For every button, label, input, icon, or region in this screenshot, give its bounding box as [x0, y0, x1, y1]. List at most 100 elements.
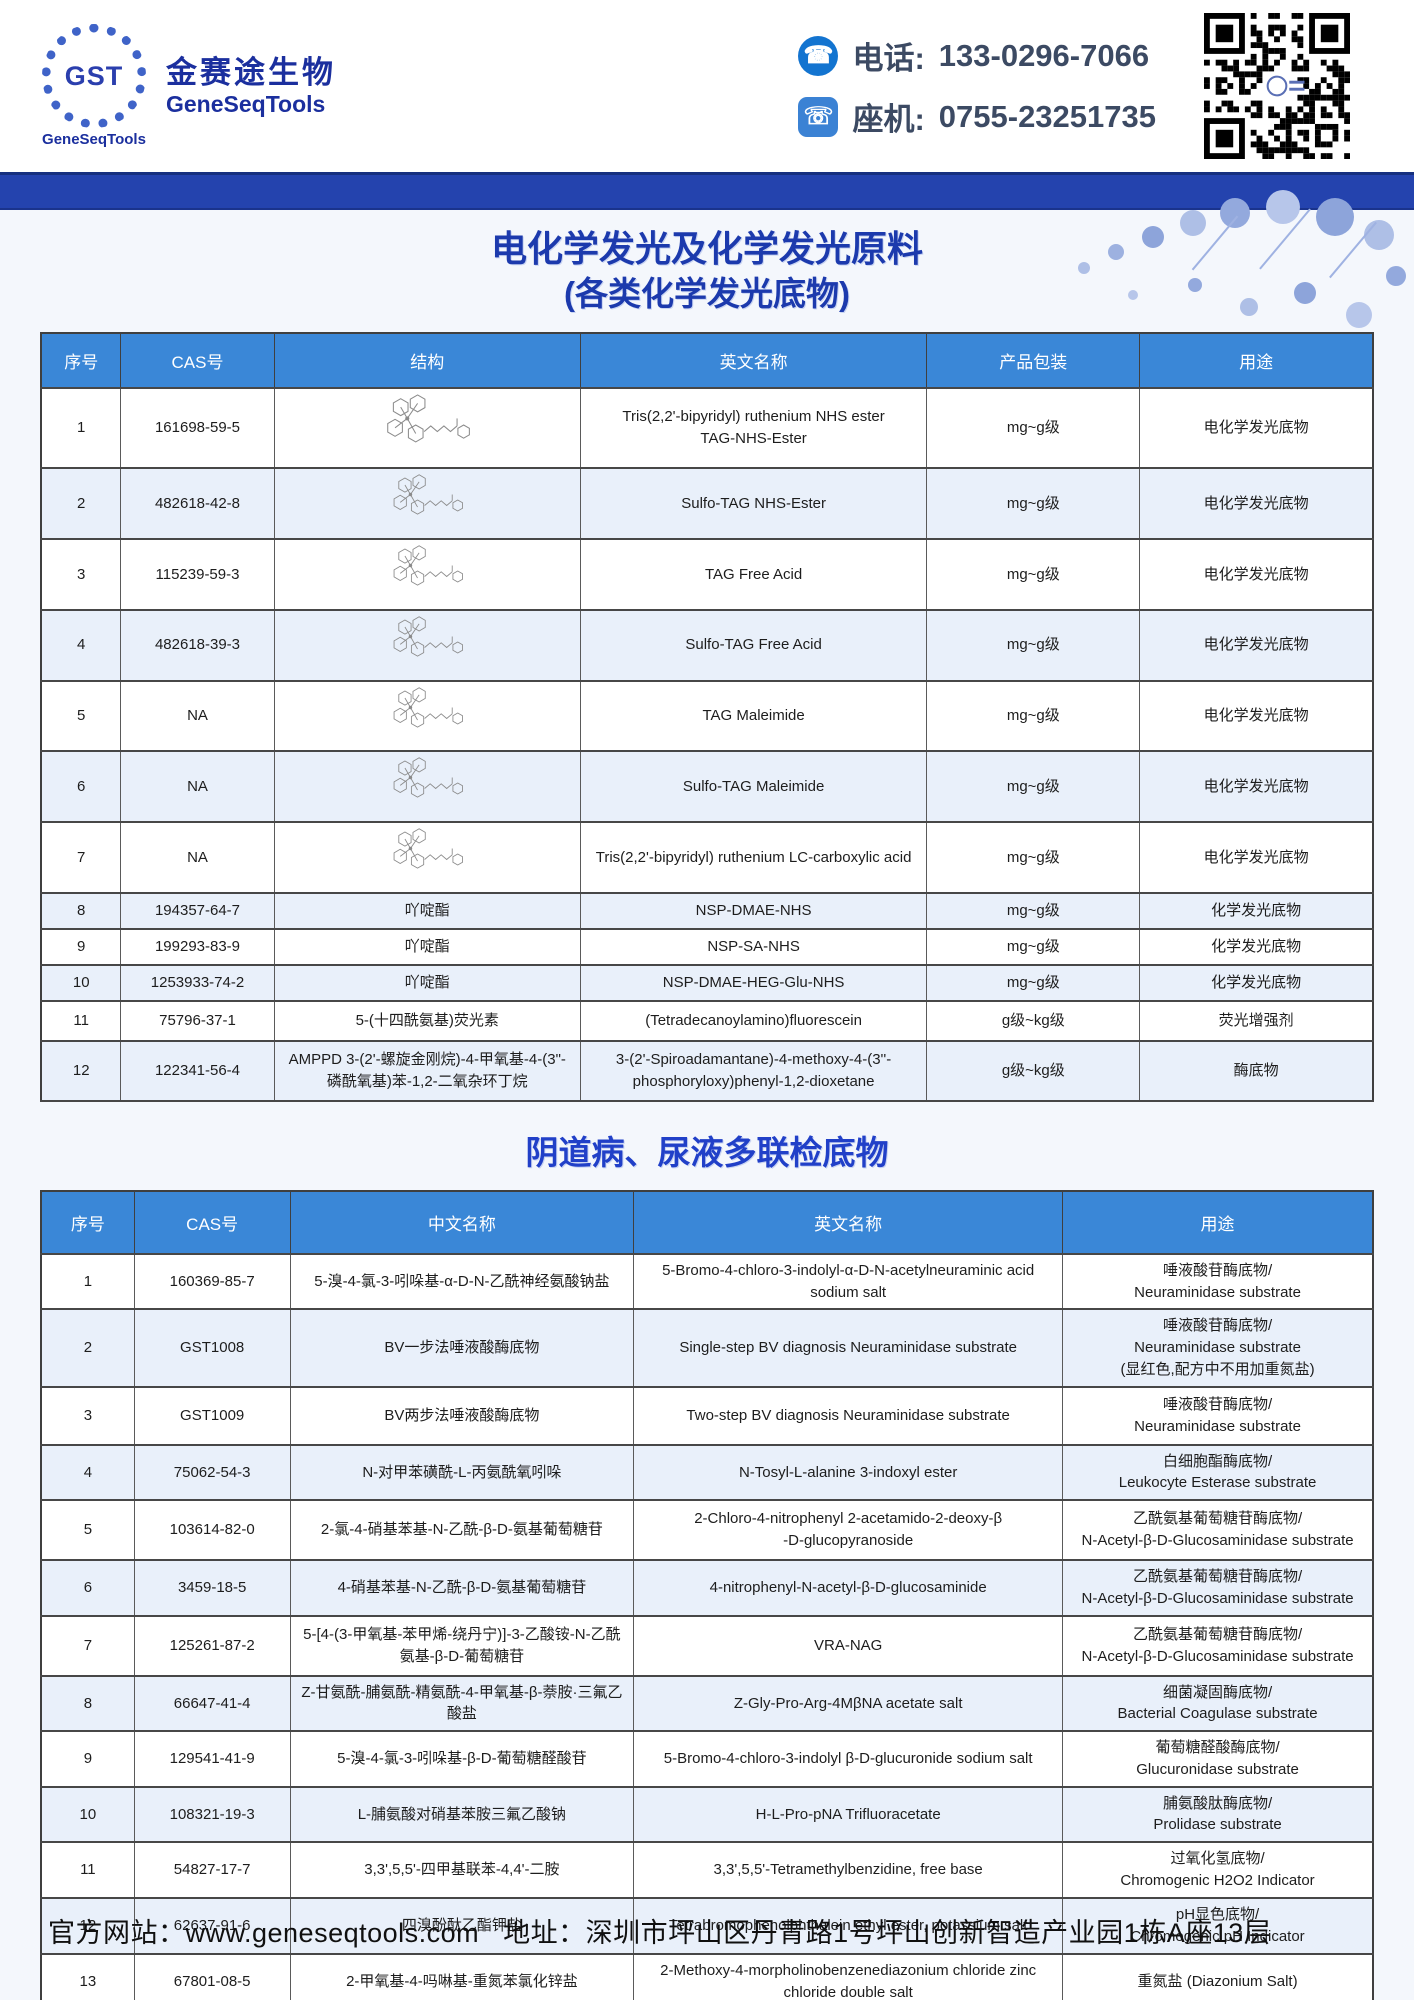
- row-number: 8: [40, 891, 122, 930]
- landline-label: 座机:: [852, 102, 925, 137]
- table-row: 1 161698-59-5 Tris(2,2'-bipyridyl) ruthen…: [40, 386, 1374, 470]
- column-header: 英文名称: [633, 1190, 1064, 1255]
- chinese-name: 5-溴-4-氯-3-吲哚基-α-D-N-乙酰神经氨酸钠盐: [289, 1252, 635, 1311]
- row-number: 5: [40, 679, 122, 753]
- cas-number: 161698-59-5: [120, 386, 275, 470]
- logo-monogram: GST: [64, 60, 124, 91]
- packaging: g级~kg级: [926, 1039, 1141, 1102]
- mobile-phone-label: 电话:: [852, 41, 925, 76]
- cas-number: 482618-42-8: [120, 467, 275, 541]
- row-number: 2: [40, 467, 122, 541]
- table-row: 2 GST1008 BV一步法唾液酸酶底物 Single-step BV diagno…: [40, 1308, 1374, 1388]
- usage: pH显色底物/ Chromogenic pH Indicator: [1062, 1897, 1374, 1956]
- packaging: mg~g级: [926, 750, 1141, 824]
- row-number: 7: [40, 821, 122, 894]
- ruthenium-complex-structure: [387, 394, 471, 443]
- usage: 乙酰氨基葡萄糖苷酶底物/ N-Acetyl-β-D-Glucosaminidas…: [1062, 1614, 1374, 1677]
- usage: 酶底物: [1139, 1039, 1374, 1102]
- packaging: mg~g级: [926, 467, 1141, 541]
- cas-number: 482618-39-3: [120, 608, 275, 682]
- usage: 电化学发光底物: [1139, 538, 1374, 611]
- usage: 乙酰氨基葡萄糖苷酶底物/ N-Acetyl-β-D-Glucosaminidas…: [1062, 1559, 1374, 1617]
- tag-maleimide-structure: [393, 686, 464, 728]
- structure-cell: AMPPD 3-(2'-螺旋金刚烷)-4-甲氧基-4-(3"-磷酰氧基)苯-1,…: [273, 1039, 581, 1102]
- table-row: 2 482618-42-8 Sulfo-TAG NHS-Ester mg~g级 电化学…: [40, 467, 1374, 541]
- row-number: 3: [40, 538, 122, 611]
- company-logo: GST GeneSeqTools 金赛途生物 GeneSeqTools: [42, 24, 336, 148]
- english-name: TAG Maleimide: [579, 679, 928, 753]
- table-row: 12 122341-56-4 AMPPD 3-(2'-螺旋金刚烷)-4-甲氧基-4-…: [40, 1039, 1374, 1102]
- company-name-block: 金赛途生物 GeneSeqTools: [166, 55, 336, 117]
- chinese-name: 3,3',5,5'-四甲基联苯-4,4'-二胺: [289, 1841, 635, 1900]
- packaging: mg~g级: [926, 963, 1141, 1002]
- row-number: 10: [40, 963, 122, 1002]
- english-name: 3,3',5,5'-Tetramethylbenzidine, free bas…: [633, 1841, 1064, 1900]
- table-row: 5 NA TAG Maleimide mg~g级 电化学发光底物: [40, 679, 1374, 753]
- chinese-name: 5-溴-4-氯-3-吲哚基-β-D-葡萄糖醛酸苷: [289, 1730, 635, 1788]
- column-header: CAS号: [133, 1190, 291, 1255]
- table-row: 10 1253933-74-2 吖啶酯 NSP-DMAE-HEG-Glu-NHS mg~…: [40, 963, 1374, 1002]
- usage: 电化学发光底物: [1139, 467, 1374, 541]
- structure-cell: [273, 538, 581, 611]
- blue-divider-bar: [0, 172, 1414, 210]
- structure-cell: 吖啶酯: [273, 927, 581, 966]
- row-number: 7: [40, 1614, 135, 1677]
- table-row: 3 115239-59-3 TAG Free Acid mg~g级 电化学发光底物: [40, 538, 1374, 611]
- cas-number: 3459-18-5: [133, 1559, 291, 1617]
- packaging: mg~g级: [926, 927, 1141, 966]
- tag-free-acid-structure: [393, 545, 464, 586]
- cas-number: 160369-85-7: [133, 1252, 291, 1311]
- website-url[interactable]: www.geneseqtools.com: [185, 1918, 480, 1948]
- column-header: 结构: [273, 332, 581, 389]
- structure-cell: [273, 750, 581, 824]
- cas-number: 66647-41-4: [133, 1674, 291, 1733]
- chinese-name: Z-甘氨酰-脯氨酰-精氨酰-4-甲氧基-β-萘胺·三氟乙酸盐: [289, 1674, 635, 1733]
- cas-number: 103614-82-0: [133, 1499, 291, 1562]
- row-number: 5: [40, 1499, 135, 1562]
- table-row: 7 125261-87-2 5-[4-(3-甲氧基-苯甲烯-绕丹宁)]-3-乙酸铵-…: [40, 1614, 1374, 1677]
- sulfo-tag-maleimide-structure: [393, 757, 464, 799]
- contact-block: ☎ 电话: 133-0296-7066 ☏ 座机: 0755-23251735: [798, 33, 1156, 139]
- structure-cell: [273, 386, 581, 470]
- english-name: NSP-DMAE-NHS: [579, 891, 928, 930]
- usage: 重氮盐 (Diazonium Salt): [1062, 1953, 1374, 2000]
- usage: 化学发光底物: [1139, 963, 1374, 1002]
- cas-number: NA: [120, 679, 275, 753]
- chemiluminescence-table-body: 1 161698-59-5 Tris(2,2'-bipyridyl) ruthen…: [40, 386, 1374, 1102]
- usage: 荧光增强剂: [1139, 999, 1374, 1042]
- usage: 化学发光底物: [1139, 891, 1374, 930]
- usage: 葡萄糖醛酸酶底物/ Glucuronidase substrate: [1062, 1730, 1374, 1788]
- cas-number: 199293-83-9: [120, 927, 275, 966]
- row-number: 12: [40, 1897, 135, 1956]
- english-name: Sulfo-TAG Free Acid: [579, 608, 928, 682]
- english-name: Single-step BV diagnosis Neuraminidase s…: [633, 1308, 1064, 1388]
- table-row: 4 482618-39-3 Sulfo-TAG Free Acid mg~g级 电化学…: [40, 608, 1374, 682]
- cas-number: 75062-54-3: [133, 1443, 291, 1502]
- table-row: 11 75796-37-1 5-(十四酰氨基)荧光素 (Tetradecanoylam…: [40, 999, 1374, 1042]
- packaging: mg~g级: [926, 679, 1141, 753]
- usage: 乙酰氨基葡萄糖苷酶底物/ N-Acetyl-β-D-Glucosaminidas…: [1062, 1499, 1374, 1562]
- structure-cell: [273, 821, 581, 894]
- cas-number: 54827-17-7: [133, 1841, 291, 1900]
- usage: 唾液酸苷酶底物/ Neuraminidase substrate: [1062, 1385, 1374, 1446]
- row-number: 1: [40, 386, 122, 470]
- cas-number: NA: [120, 821, 275, 894]
- dna-circle-icon: GST: [42, 24, 146, 128]
- column-header: 中文名称: [289, 1190, 635, 1255]
- english-name: 5-Bromo-4-chloro-3-indolyl β-D-glucuroni…: [633, 1730, 1064, 1788]
- cas-number: 1253933-74-2: [120, 963, 275, 1002]
- row-number: 6: [40, 750, 122, 824]
- table-row: 4 75062-54-3 N-对甲苯磺酰-L-丙氨酰氧吲哚 N-Tosyl-L-ala…: [40, 1443, 1374, 1502]
- chinese-name: 5-[4-(3-甲氧基-苯甲烯-绕丹宁)]-3-乙酸铵-N-乙酰氨基-β-D-葡…: [289, 1614, 635, 1677]
- column-header: 用途: [1062, 1190, 1374, 1255]
- structure-cell: 吖啶酯: [273, 891, 581, 930]
- chinese-name: N-对甲苯磺酰-L-丙氨酰氧吲哚: [289, 1443, 635, 1502]
- english-name: 2-Chloro-4-nitrophenyl 2-acetamido-2-deo…: [633, 1499, 1064, 1562]
- column-header: CAS号: [120, 332, 275, 389]
- section1-title: 电化学发光及化学发光原料 (各类化学发光底物): [0, 226, 1414, 316]
- column-header: 序号: [40, 332, 122, 389]
- row-number: 11: [40, 1841, 135, 1900]
- english-name: (Tetradecanoylamino)fluorescein: [579, 999, 928, 1042]
- chinese-name: 四溴酚酞乙酯钾盐: [289, 1897, 635, 1956]
